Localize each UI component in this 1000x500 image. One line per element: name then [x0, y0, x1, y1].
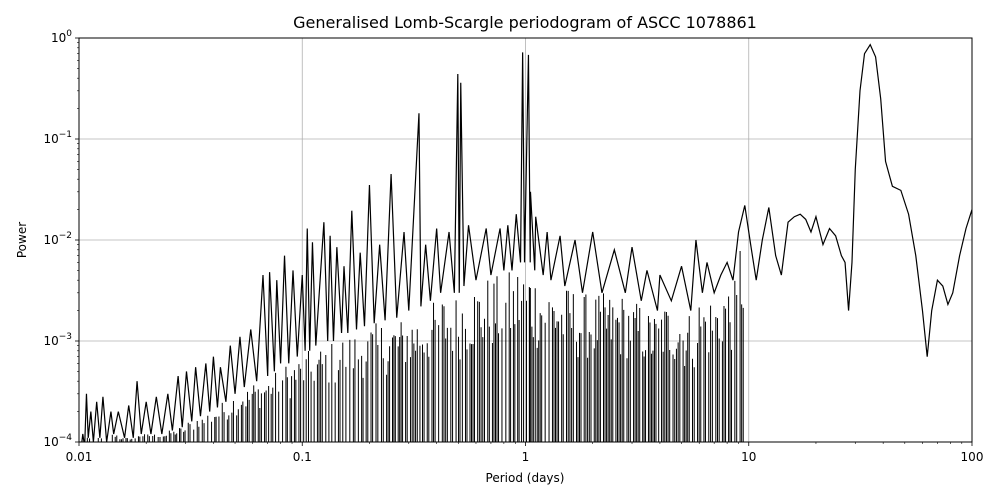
x-tick-label: 10: [741, 450, 756, 464]
y-axis-label: Power: [15, 222, 29, 258]
y-tick-exponent: −1: [59, 130, 72, 140]
y-tick-label: 100: [51, 29, 72, 45]
plot-area: [81, 43, 972, 442]
y-tick-label: 10−2: [43, 231, 72, 247]
y-tick-exponent: −3: [59, 332, 72, 342]
y-tick-base: 10: [51, 31, 66, 45]
chart-title: Generalised Lomb-Scargle periodogram of …: [293, 13, 757, 32]
y-tick-exponent: 0: [66, 29, 72, 39]
y-tick-exponent: −2: [59, 231, 72, 241]
series-noise-texture: [81, 250, 744, 442]
y-tick-base: 10: [43, 132, 58, 146]
x-axis-ticks: 0.01 0.1 1 10 100: [66, 442, 984, 464]
x-tick-label: 0.1: [293, 450, 312, 464]
x-axis-label: Period (days): [486, 471, 565, 485]
y-tick-base: 10: [43, 435, 58, 449]
y-tick-base: 10: [43, 233, 58, 247]
x-tick-label: 0.01: [66, 450, 93, 464]
y-tick-base: 10: [43, 334, 58, 348]
x-tick-label: 1: [522, 450, 530, 464]
y-tick-label: 10−4: [43, 433, 72, 449]
y-tick-exponent: −4: [59, 433, 73, 443]
x-tick-label: 100: [961, 450, 984, 464]
y-tick-label: 10−3: [43, 332, 72, 348]
series-line: [81, 43, 972, 442]
y-tick-label: 10−1: [43, 130, 72, 146]
